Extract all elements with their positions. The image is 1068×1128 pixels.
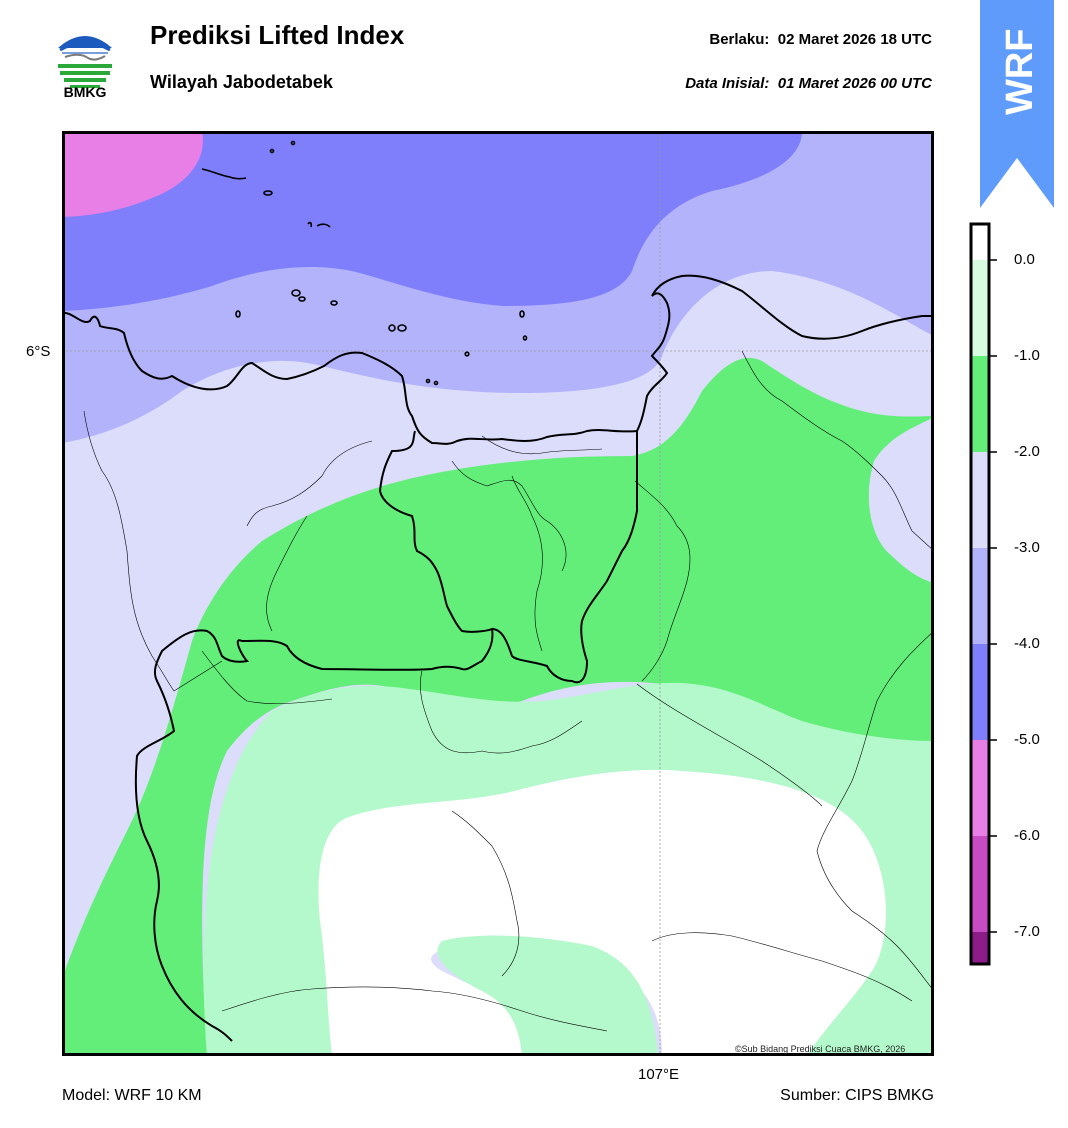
copyright-text: ©Sub Bidang Prediksi Cuaca BMKG, 2026: [735, 1044, 906, 1054]
coastline: [62, 274, 934, 445]
valid-time: Berlaku: 02 Maret 2026 18 UTC: [709, 31, 932, 48]
lifted-index-map: [62, 131, 934, 1056]
init-label: Data Inisial:: [685, 75, 770, 92]
colorbar-label-6: -6.0: [1014, 827, 1040, 844]
colorbar-swatches: [971, 224, 989, 964]
colorbar-label-3: -3.0: [1014, 539, 1040, 556]
colorbar-swatch-5: [971, 740, 989, 836]
map-title: Prediksi Lifted Index: [150, 20, 405, 50]
colorbar-swatch-2: [971, 452, 989, 548]
colorbar-swatch-4: [971, 644, 989, 740]
colorbar-swatch-1: [971, 356, 989, 452]
longitude-label: 107°E: [638, 1066, 680, 1083]
field-0-minus1: [203, 682, 934, 1056]
regency-border: [491, 431, 638, 684]
field-minus1-minus2: [62, 357, 934, 1056]
field-above-0: [318, 769, 886, 1056]
model-info: Model: WRF 10 KM: [62, 1087, 202, 1104]
colorbar-swatch-6: [971, 836, 989, 932]
colorbar-label-1: -1.0: [1014, 347, 1040, 364]
valid-value: 02 Maret 2026 18 UTC: [777, 31, 932, 48]
bmkg-logo: [54, 28, 116, 90]
source-info: Sumber: CIPS BMKG: [780, 1087, 934, 1104]
colorbar: [969, 222, 997, 966]
map-frame: [62, 131, 934, 1056]
colorbar-swatch-0: [971, 260, 989, 356]
colorbar-label-7: -7.0: [1014, 923, 1040, 940]
logo-text: BMKG: [63, 84, 107, 100]
colorbar-frame: [969, 222, 991, 966]
islands: [201, 140, 528, 386]
colorbar-label-0: 0.0: [1014, 251, 1035, 268]
province-border: [134, 430, 494, 1042]
colorbar-swatch-7: [971, 932, 989, 964]
colorbar-label-2: -2.0: [1014, 443, 1040, 460]
field-minus4-minus5: [62, 131, 802, 311]
valid-label: Berlaku:: [709, 31, 770, 48]
colorbar-swatch-above-0: [971, 224, 989, 260]
wrf-model-tag: WRF: [980, 0, 1054, 208]
colorbar-label-5: -5.0: [1014, 731, 1040, 748]
colorbar-swatch-3: [971, 548, 989, 644]
init-value: 01 Maret 2026 00 UTC: [777, 75, 932, 92]
init-time: Data Inisial: 01 Maret 2026 00 UTC: [685, 75, 932, 92]
latitude-label: 6°S: [26, 343, 51, 360]
field-0-minus1-tongue: [437, 935, 658, 1056]
district-borders: [83, 350, 934, 1032]
field-minus5-minus6: [62, 131, 203, 217]
map-subtitle: Wilayah Jabodetabek: [150, 72, 333, 92]
colorbar-label-4: -4.0: [1014, 635, 1040, 652]
wrf-tag-text: WRF: [999, 28, 1041, 115]
